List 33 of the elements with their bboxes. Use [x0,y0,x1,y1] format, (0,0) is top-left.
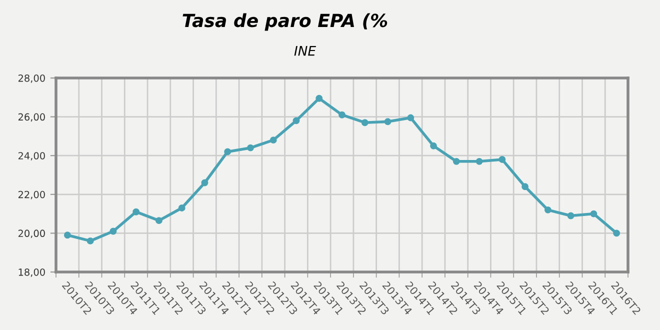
y-tick-label: 24,00 [18,152,45,160]
point [384,118,392,126]
point [498,156,506,163]
point [132,208,140,216]
point [522,183,529,190]
point [613,230,620,237]
point [64,232,71,239]
point [270,136,277,144]
point [292,117,300,124]
point [110,228,117,235]
point [407,114,414,122]
point [155,217,162,224]
y-tick-label: 26,00 [18,113,45,122]
point [316,94,323,102]
chart-title: Tasa de paro EPA (% [182,13,388,31]
point [476,158,483,165]
y-tick-label: 18,00 [18,268,45,277]
y-tick-label: 22,00 [18,190,45,200]
point [430,142,437,150]
point [86,237,94,244]
point [361,119,368,126]
point [544,206,552,214]
point [338,111,346,118]
point [178,204,186,212]
point [590,210,598,218]
chart-subtitle: INE [294,46,316,56]
y-tick-label: 20,00 [18,230,45,238]
y-tick-label: 28,00 [18,74,45,83]
point [247,144,254,152]
point [201,179,208,186]
point [452,158,460,165]
point [567,212,574,220]
point [224,148,232,156]
